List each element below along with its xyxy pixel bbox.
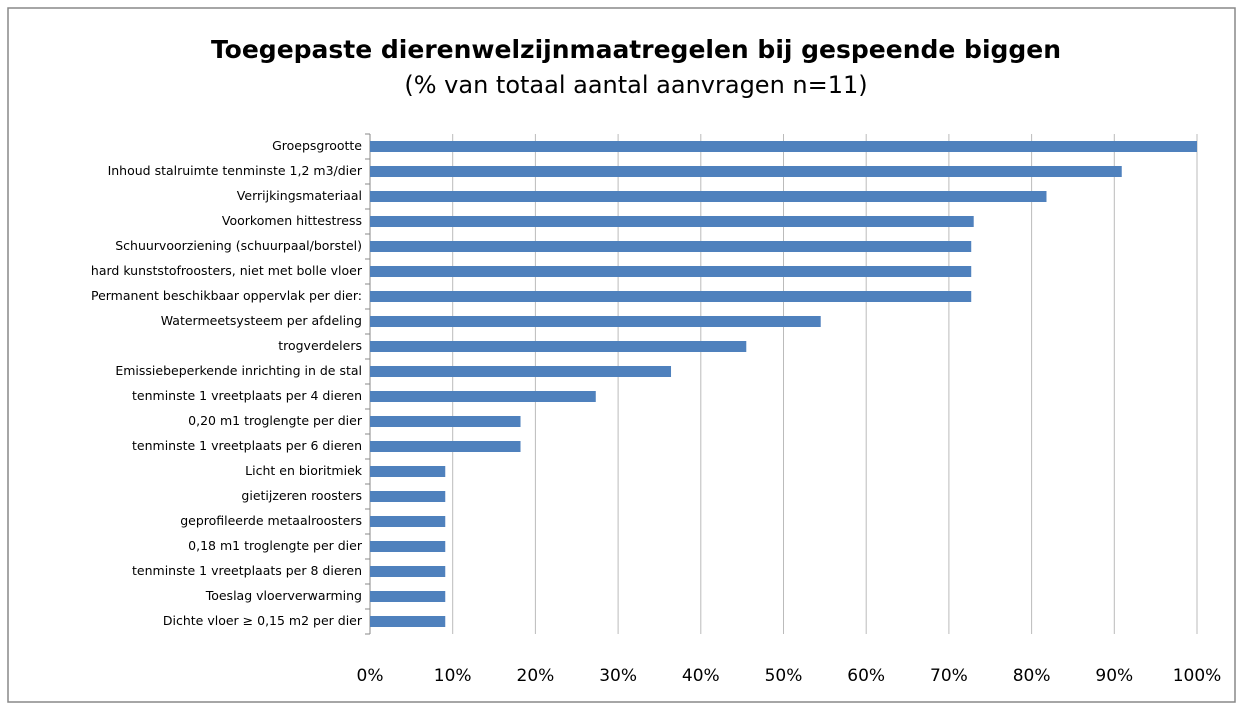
bar bbox=[370, 191, 1047, 202]
y-tick-label: Voorkomen hittestress bbox=[222, 213, 362, 228]
y-tick-label: Emissiebeperkende inrichting in de stal bbox=[115, 363, 362, 378]
y-tick-label: trogverdelers bbox=[278, 338, 362, 353]
y-tick-label: Groepsgrootte bbox=[272, 138, 362, 153]
x-tick-label: 80% bbox=[1013, 666, 1051, 686]
bar bbox=[370, 416, 521, 427]
x-tick-label: 100% bbox=[1173, 666, 1222, 686]
bar bbox=[370, 216, 974, 227]
chart-title: Toegepaste dierenwelzijnmaatregelen bij … bbox=[211, 35, 1061, 64]
chart-frame bbox=[7, 7, 1236, 703]
bar bbox=[370, 341, 747, 352]
y-tick-label: Schuurvoorziening (schuurpaal/borstel) bbox=[115, 238, 362, 253]
bar bbox=[370, 591, 446, 602]
chart-subtitle: (% van totaal aantal aanvragen n=11) bbox=[404, 71, 867, 99]
x-tick-label: 40% bbox=[682, 666, 720, 686]
bar bbox=[370, 166, 1122, 177]
bar bbox=[370, 266, 972, 277]
y-tick-label: Toeslag vloerverwarming bbox=[205, 588, 362, 603]
x-tick-label: 10% bbox=[434, 666, 472, 686]
x-tick-label: 0% bbox=[357, 666, 384, 686]
y-tick-label: Licht en bioritmiek bbox=[245, 463, 363, 478]
y-tick-label: 0,20 m1 troglengte per dier bbox=[188, 413, 363, 428]
y-tick-label: Inhoud stalruimte tenminste 1,2 m3/dier bbox=[108, 163, 363, 178]
bar bbox=[370, 466, 446, 477]
bar bbox=[370, 516, 446, 527]
y-tick-label: tenminste 1 vreetplaats per 4 dieren bbox=[132, 388, 362, 403]
x-tick-label: 30% bbox=[599, 666, 637, 686]
x-tick-label: 60% bbox=[847, 666, 885, 686]
bar bbox=[370, 566, 446, 577]
y-tick-label: Dichte vloer ≥ 0,15 m2 per dier bbox=[163, 613, 363, 628]
bar bbox=[370, 616, 446, 627]
bar bbox=[370, 316, 821, 327]
x-tick-label: 70% bbox=[930, 666, 968, 686]
y-tick-label: tenminste 1 vreetplaats per 6 dieren bbox=[132, 438, 362, 453]
x-tick-label: 50% bbox=[765, 666, 803, 686]
y-tick-label: gietijzeren roosters bbox=[241, 488, 362, 503]
y-tick-label: Watermeetsysteem per afdeling bbox=[161, 313, 362, 328]
bar bbox=[370, 241, 972, 252]
y-tick-label: Verrijkingsmateriaal bbox=[237, 188, 362, 203]
y-tick-label: 0,18 m1 troglengte per dier bbox=[188, 538, 363, 553]
bar bbox=[370, 141, 1197, 152]
y-tick-label: hard kunststofroosters, niet met bolle v… bbox=[91, 263, 363, 278]
bar bbox=[370, 441, 521, 452]
x-tick-label: 20% bbox=[517, 666, 555, 686]
x-tick-label: 90% bbox=[1095, 666, 1133, 686]
y-tick-label: Permanent beschikbaar oppervlak per dier… bbox=[91, 288, 362, 303]
bar bbox=[370, 491, 446, 502]
y-tick-label: tenminste 1 vreetplaats per 8 dieren bbox=[132, 563, 362, 578]
bar bbox=[370, 541, 446, 552]
bar bbox=[370, 291, 972, 302]
y-tick-label: geprofileerde metaalroosters bbox=[180, 513, 362, 528]
bar bbox=[370, 366, 672, 377]
bar bbox=[370, 391, 596, 402]
